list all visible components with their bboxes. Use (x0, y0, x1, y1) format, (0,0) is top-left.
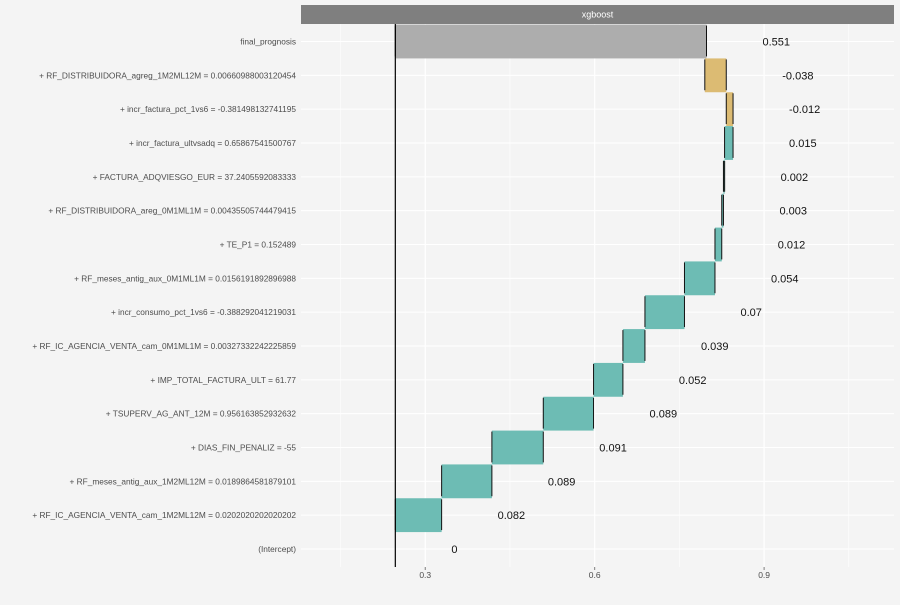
bar-increase (721, 193, 724, 228)
row-label: + IMP_TOTAL_FACTURA_ULT = 61.77 (150, 375, 296, 385)
value-label: 0.07 (740, 307, 761, 319)
value-label: 0.082 (498, 510, 526, 522)
row-label: + TE_P1 = 0.152489 (220, 240, 297, 250)
bar-decrease (704, 58, 727, 93)
value-label: 0.089 (548, 476, 576, 488)
row-label: final_prognosis (240, 37, 296, 47)
x-tick-label: 0.3 (419, 570, 431, 580)
row-label: + RF_IC_AGENCIA_VENTA_cam_0M1ML1M = 0.00… (32, 341, 296, 351)
bar-increase (622, 329, 645, 363)
value-label: 0.089 (650, 409, 678, 421)
value-label: 0.012 (778, 240, 806, 252)
value-label: 0.003 (779, 206, 807, 218)
panel-title: xgboost (582, 10, 614, 20)
value-label: -0.038 (782, 70, 813, 82)
grid-layer (301, 24, 894, 567)
labels-layer: 0.551 -0.038 -0.012 0.015 0.002 0.003 0.012 0.0… (32, 37, 820, 557)
bar-increase (684, 261, 715, 296)
row-label: + FACTURA_ADQVIESGO_EUR = 37.24055920833… (93, 172, 297, 182)
row-label: + incr_factura_ultvsadq = 0.658675415007… (129, 138, 296, 148)
row-label: + RF_DISTRIBUIDORA_agreg_1M2ML12M = 0.00… (39, 70, 296, 80)
bar-increase (714, 227, 722, 262)
x-tick-label: 0.6 (589, 570, 601, 580)
value-label: 0.015 (789, 138, 817, 150)
value-label: 0.091 (599, 443, 627, 455)
row-label: + RF_meses_antig_aux_1M2ML12M = 0.018986… (70, 476, 297, 486)
bar-increase (491, 430, 544, 465)
row-label: + incr_factura_pct_1vs6 = -0.38149813274… (120, 104, 296, 114)
row-label: (Intercept) (258, 544, 296, 554)
bar-final-prognosis (395, 24, 707, 59)
row-label: + TSUPERV_AG_ANT_12M = 0.956163852932632 (106, 409, 297, 419)
panel-strip-bg (301, 5, 894, 24)
row-label: + RF_meses_antig_aux_0M1ML1M = 0.0156191… (74, 273, 296, 283)
bar-increase (644, 295, 685, 330)
value-label: 0.054 (771, 273, 799, 285)
value-label: 0.551 (762, 37, 790, 49)
bar-increase (543, 396, 594, 431)
row-label: + DIAS_FIN_PENALIZ = -55 (191, 443, 297, 453)
x-tick-label: 0.9 (758, 570, 770, 580)
row-label: + RF_IC_AGENCIA_VENTA_cam_1M2ML12M = 0.0… (32, 510, 296, 520)
value-label: -0.012 (789, 104, 820, 116)
bar-increase (441, 464, 492, 499)
value-label: 0.002 (781, 172, 809, 184)
panel-strip: xgboost (301, 5, 894, 24)
value-label: 0 (451, 544, 457, 556)
value-label: 0.052 (679, 375, 707, 387)
value-label: 0.039 (701, 341, 729, 353)
bar-decrease (726, 92, 734, 127)
bar-increase (593, 362, 623, 397)
bar-increase (723, 159, 725, 194)
plot-panel (301, 24, 894, 567)
row-label: + incr_consumo_pct_1vs6 = -0.38829204121… (111, 307, 296, 317)
bar-increase (395, 498, 442, 533)
x-axis: 0.3 0.6 0.9 (419, 567, 770, 580)
row-label: + RF_DISTRIBUIDORA_areg_0M1ML1M = 0.0043… (48, 206, 296, 216)
bar-increase (724, 126, 734, 160)
bars-layer (394, 24, 734, 567)
